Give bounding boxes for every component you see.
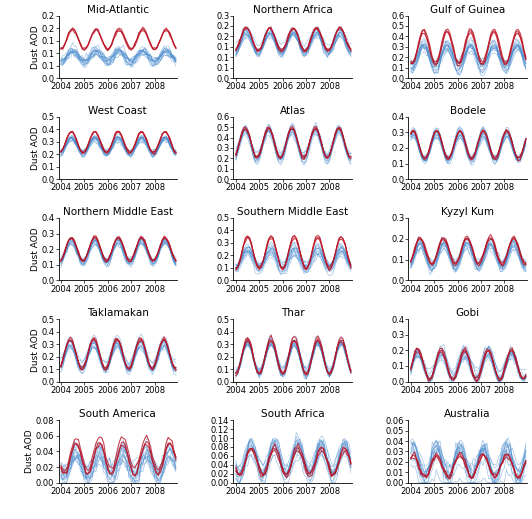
Title: Southern Middle East: Southern Middle East	[237, 207, 348, 217]
Title: Northern Middle East: Northern Middle East	[63, 207, 172, 217]
Title: Atlas: Atlas	[280, 106, 305, 116]
Y-axis label: Dust AOD: Dust AOD	[31, 227, 40, 271]
Title: West Coast: West Coast	[88, 106, 147, 116]
Y-axis label: Dust AOD: Dust AOD	[31, 25, 40, 69]
Title: Northern Africa: Northern Africa	[253, 5, 332, 15]
Title: Taklamakan: Taklamakan	[87, 308, 148, 318]
Title: Kyzyl Kum: Kyzyl Kum	[441, 207, 494, 217]
Title: South America: South America	[79, 409, 156, 419]
Title: Australia: Australia	[444, 409, 491, 419]
Title: Gobi: Gobi	[455, 308, 480, 318]
Title: Gulf of Guinea: Gulf of Guinea	[430, 5, 505, 15]
Y-axis label: Dust AOD: Dust AOD	[31, 329, 40, 372]
Y-axis label: Dust AOD: Dust AOD	[26, 430, 35, 473]
Title: Thar: Thar	[281, 308, 304, 318]
Y-axis label: Dust AOD: Dust AOD	[31, 126, 40, 170]
Title: Bodele: Bodele	[450, 106, 486, 116]
Title: Mid-Atlantic: Mid-Atlantic	[87, 5, 148, 15]
Title: South Africa: South Africa	[261, 409, 325, 419]
